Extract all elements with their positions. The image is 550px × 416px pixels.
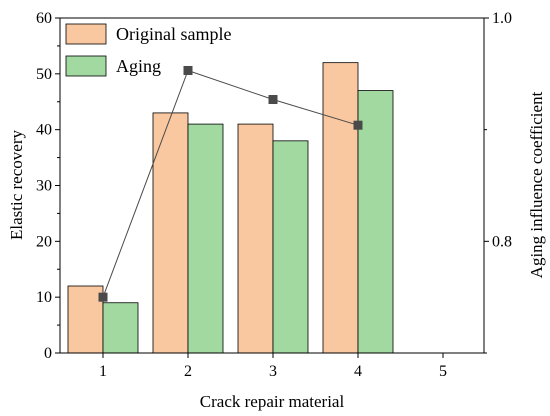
y-tick-label-20: 20	[36, 233, 52, 250]
y-axis-right: 0.8 1.0	[484, 10, 512, 354]
bars-layer	[67, 62, 394, 354]
bar-original-sample-2	[152, 112, 189, 354]
bar-original-sample-3	[237, 123, 274, 354]
aging-coefficient-point-3	[268, 95, 278, 105]
legend: Original sample Aging	[65, 23, 231, 77]
y-axis-title: Elastic recovery	[7, 130, 26, 240]
bar-original-sample-4	[322, 62, 359, 354]
y-tick-label-10: 10	[36, 289, 52, 306]
x-tick-label-3: 3	[269, 363, 277, 380]
aging-coefficient-line	[102, 69, 359, 298]
y2-tick-label-1.0: 1.0	[492, 10, 512, 27]
bar-aging-3	[272, 140, 309, 354]
legend-swatch-aging	[65, 55, 107, 77]
y-axis-left: 0 10 20 30 40 50 60	[36, 10, 60, 362]
x-axis: 1 2 3 4 5	[99, 353, 447, 380]
bar-aging-1	[102, 302, 139, 354]
aging-coefficient-point-4	[353, 120, 363, 130]
bar-original-sample-1	[67, 285, 104, 354]
y-tick-label-0: 0	[44, 345, 52, 362]
y-tick-label-30: 30	[36, 178, 52, 195]
x-tick-label-2: 2	[184, 363, 192, 380]
line-layer	[98, 65, 363, 302]
legend-label-original-sample: Original sample	[116, 24, 231, 44]
bar-aging-4	[357, 90, 394, 354]
y-tick-label-40: 40	[36, 122, 52, 139]
y2-axis-title: Aging influence coefficient	[527, 91, 546, 278]
legend-swatch-original-sample	[65, 23, 107, 45]
bar-aging-2	[187, 123, 224, 354]
x-tick-label-5: 5	[439, 363, 447, 380]
y-tick-label-60: 60	[36, 10, 52, 27]
y-tick-label-50: 50	[36, 66, 52, 83]
x-axis-title: Crack repair material	[200, 392, 345, 411]
x-tick-label-1: 1	[99, 363, 107, 380]
legend-label-aging: Aging	[116, 56, 161, 76]
aging-coefficient-point-2	[183, 65, 193, 75]
y2-tick-label-0.8: 0.8	[492, 233, 512, 250]
x-tick-label-4: 4	[354, 363, 362, 380]
aging-coefficient-point-1	[98, 292, 108, 302]
